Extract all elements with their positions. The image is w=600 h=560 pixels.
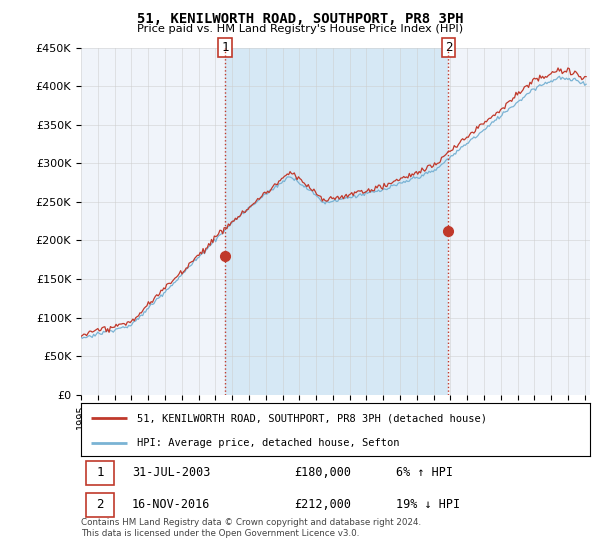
Bar [225, 48, 448, 395]
Text: 19% ↓ HPI: 19% ↓ HPI [397, 498, 461, 511]
Text: 16-NOV-2016: 16-NOV-2016 [132, 498, 210, 511]
FancyBboxPatch shape [86, 493, 114, 517]
Text: HPI: Average price, detached house, Sefton: HPI: Average price, detached house, Seft… [137, 438, 400, 448]
Text: £212,000: £212,000 [295, 498, 352, 511]
FancyBboxPatch shape [86, 460, 114, 485]
Text: 1: 1 [221, 41, 229, 54]
Text: 51, KENILWORTH ROAD, SOUTHPORT, PR8 3PH (detached house): 51, KENILWORTH ROAD, SOUTHPORT, PR8 3PH … [137, 413, 487, 423]
Text: 2: 2 [445, 41, 452, 54]
Text: 1: 1 [97, 466, 104, 479]
Text: Price paid vs. HM Land Registry's House Price Index (HPI): Price paid vs. HM Land Registry's House … [137, 24, 463, 34]
Text: 51, KENILWORTH ROAD, SOUTHPORT, PR8 3PH: 51, KENILWORTH ROAD, SOUTHPORT, PR8 3PH [137, 12, 463, 26]
Text: 6% ↑ HPI: 6% ↑ HPI [397, 466, 454, 479]
Text: This data is licensed under the Open Government Licence v3.0.: This data is licensed under the Open Gov… [81, 529, 359, 538]
Text: Contains HM Land Registry data © Crown copyright and database right 2024.: Contains HM Land Registry data © Crown c… [81, 517, 421, 527]
Text: 2: 2 [97, 498, 104, 511]
Text: £180,000: £180,000 [295, 466, 352, 479]
Text: 31-JUL-2003: 31-JUL-2003 [132, 466, 210, 479]
